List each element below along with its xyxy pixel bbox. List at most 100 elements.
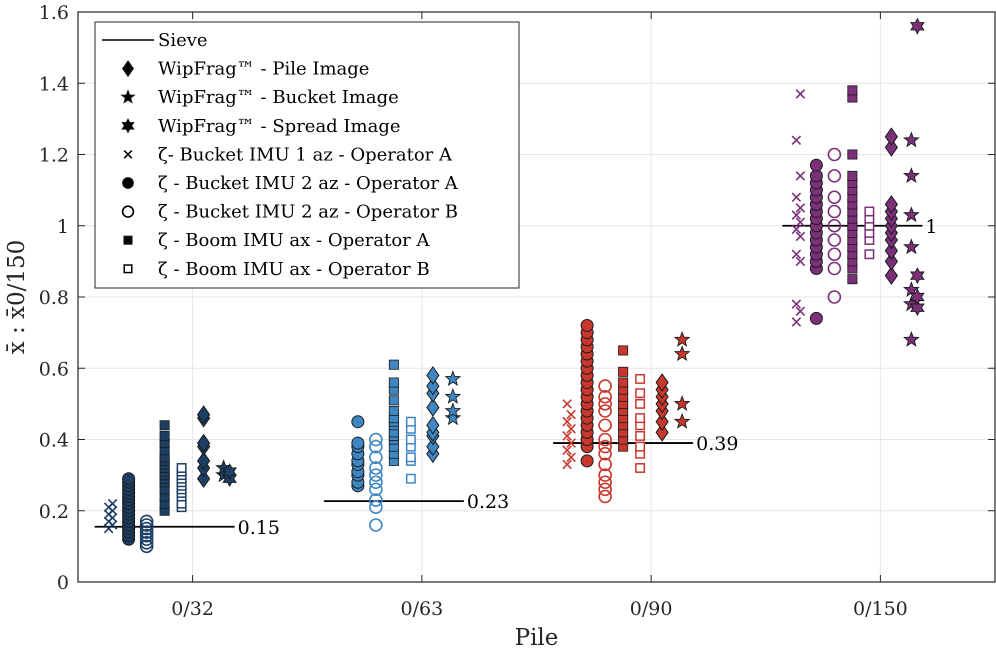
sieve-value-label: 0.39 xyxy=(696,433,738,455)
diamond-marker xyxy=(426,415,440,435)
legend-label: ζ - Boom IMU ax - Operator A xyxy=(158,230,430,251)
sieve-value-label: 0.23 xyxy=(467,491,509,513)
hexagram-marker xyxy=(910,267,925,285)
open-circle-marker xyxy=(598,397,612,411)
x-marker xyxy=(795,256,806,267)
sieve-value-label: 0.15 xyxy=(238,517,280,539)
star-marker xyxy=(903,238,920,255)
open-circle-marker xyxy=(369,518,383,532)
open-square-marker xyxy=(864,206,875,217)
diamond-marker xyxy=(197,433,211,453)
filled-circle-marker xyxy=(351,436,365,450)
star-marker xyxy=(903,131,920,148)
x-marker xyxy=(791,249,802,260)
filled-square-marker xyxy=(847,85,858,96)
diamond-marker xyxy=(884,127,898,147)
open-circle-marker xyxy=(139,528,154,543)
y-tick-label: 1.2 xyxy=(39,145,69,167)
x-marker xyxy=(795,203,806,213)
diamond-marker xyxy=(197,469,211,489)
legend-marker-diamond xyxy=(121,60,135,78)
open-circle-marker xyxy=(827,247,842,262)
legend-marker-star5 xyxy=(120,89,136,104)
open-circle-marker xyxy=(827,147,842,162)
open-circle-marker xyxy=(598,379,612,393)
open-circle-marker xyxy=(369,450,383,465)
filled-square-marker xyxy=(388,395,399,406)
open-circle-marker xyxy=(369,475,383,490)
legend-marker-square-filled xyxy=(123,235,133,245)
open-square-marker xyxy=(405,452,416,463)
legend-label: WipFrag™ - Bucket Image xyxy=(158,87,399,108)
x-marker xyxy=(566,424,576,434)
legend: Sieve WipFrag™ - Pile Image WipFrag™ - Buc… xyxy=(94,21,520,289)
open-circle-marker xyxy=(598,446,612,461)
y-tick-label: 0.2 xyxy=(39,501,69,523)
x-marker xyxy=(795,89,806,99)
open-circle-marker xyxy=(369,500,383,514)
open-circle-marker xyxy=(598,389,612,404)
x-tick-label: 0/90 xyxy=(630,598,673,620)
hexagram-marker xyxy=(910,288,925,306)
diamond-marker xyxy=(426,366,440,385)
diamond-marker xyxy=(426,376,440,396)
x-marker xyxy=(795,231,806,242)
filled-square-marker xyxy=(618,345,629,356)
open-square-marker xyxy=(405,434,416,445)
legend-box xyxy=(94,21,520,289)
diamond-marker xyxy=(197,405,211,424)
open-square-marker xyxy=(635,430,646,441)
star-marker xyxy=(673,330,691,347)
star-marker xyxy=(444,409,462,426)
open-circle-marker xyxy=(827,290,842,304)
open-square-marker xyxy=(635,463,646,473)
legend-label: WipFrag™ - Spread Image xyxy=(158,116,401,137)
x-marker xyxy=(795,306,806,317)
diamond-marker xyxy=(655,423,669,442)
open-circle-marker xyxy=(598,468,612,482)
open-circle-marker xyxy=(827,190,842,205)
legend-marker-x xyxy=(123,150,133,159)
legend-label: ζ - Bucket IMU 2 az - Operator A xyxy=(158,173,459,194)
diamond-marker xyxy=(884,252,898,271)
x-marker xyxy=(791,317,802,327)
open-circle-marker xyxy=(139,536,154,550)
legend-label: ζ- Bucket IMU 1 az - Operator A xyxy=(158,144,453,165)
star-marker xyxy=(673,412,691,429)
open-square-marker xyxy=(635,388,646,399)
x-marker xyxy=(566,452,576,463)
open-circle-marker xyxy=(598,482,612,497)
filled-square-marker xyxy=(847,149,858,160)
diamond-marker xyxy=(655,373,669,392)
star-marker xyxy=(444,387,462,404)
diamond-marker xyxy=(197,451,211,471)
open-circle-marker xyxy=(139,514,154,529)
open-circle-marker xyxy=(369,461,383,475)
hexagram-marker xyxy=(222,463,237,481)
filled-circle-marker xyxy=(580,454,594,468)
x-marker xyxy=(562,445,572,455)
open-square-marker xyxy=(864,249,875,260)
open-circle-marker xyxy=(139,539,154,554)
x-marker xyxy=(107,498,118,509)
open-circle-marker xyxy=(827,204,842,219)
x-tick-label: 0/150 xyxy=(853,598,908,620)
y-tick-label: 1 xyxy=(57,216,69,238)
x-marker xyxy=(791,224,802,235)
filled-square-marker xyxy=(159,430,170,441)
y-tick-label: 1.4 xyxy=(39,73,69,95)
filled-square-marker xyxy=(159,420,170,431)
filled-circle-marker xyxy=(122,472,136,486)
diamond-marker xyxy=(884,138,898,157)
hexagram-marker xyxy=(910,17,925,35)
legend-label: ζ - Boom IMU ax - Operator B xyxy=(158,259,430,280)
star-marker xyxy=(903,330,920,347)
x-marker xyxy=(562,416,572,427)
open-circle-marker xyxy=(369,482,383,497)
x-tick-label: 0/63 xyxy=(401,598,444,620)
sieve-value-label: 1 xyxy=(925,216,937,238)
x-tick-label: 0/32 xyxy=(171,598,214,620)
open-circle-marker xyxy=(598,489,612,504)
open-circle-marker xyxy=(139,518,154,532)
